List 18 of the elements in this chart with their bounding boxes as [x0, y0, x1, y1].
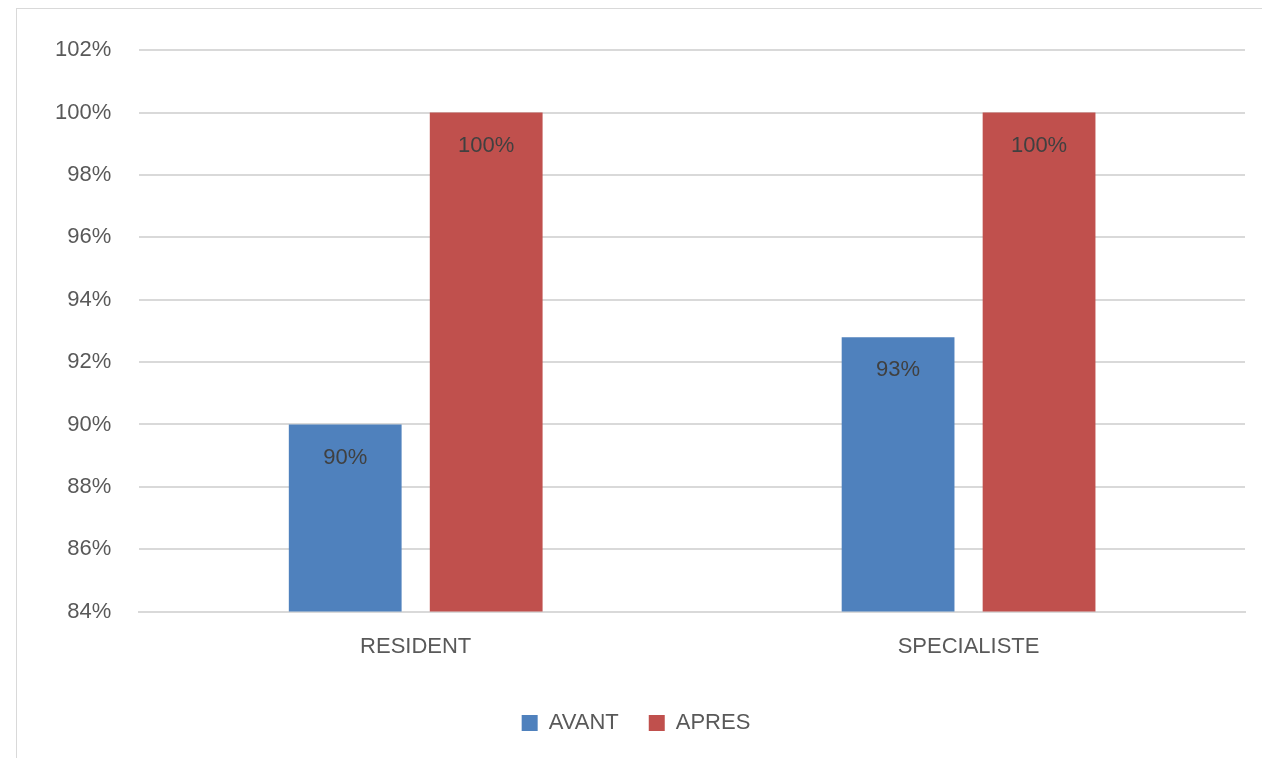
x-tick-label: SPECIALISTE — [897, 632, 1040, 658]
y-tick-label: 98% — [67, 161, 112, 187]
data-label: 90% — [323, 443, 368, 469]
y-tick-label: 86% — [67, 535, 112, 561]
data-label: 100% — [458, 131, 515, 157]
data-label: 93% — [876, 356, 921, 382]
y-tick-label: 90% — [67, 410, 112, 436]
legend-label: APRES — [675, 709, 751, 735]
y-tick-label: 94% — [67, 285, 112, 311]
y-tick-label: 102% — [54, 36, 112, 62]
legend-label: AVANT — [548, 709, 619, 735]
data-label: 100% — [1010, 131, 1068, 157]
y-tick-label: 92% — [67, 348, 112, 374]
x-tick-label: RESIDENT — [360, 632, 472, 658]
y-tick-label: 96% — [67, 223, 112, 249]
y-tick-label: 88% — [67, 472, 112, 498]
y-tick-label: 100% — [54, 98, 112, 124]
y-tick-label: 84% — [67, 597, 112, 623]
